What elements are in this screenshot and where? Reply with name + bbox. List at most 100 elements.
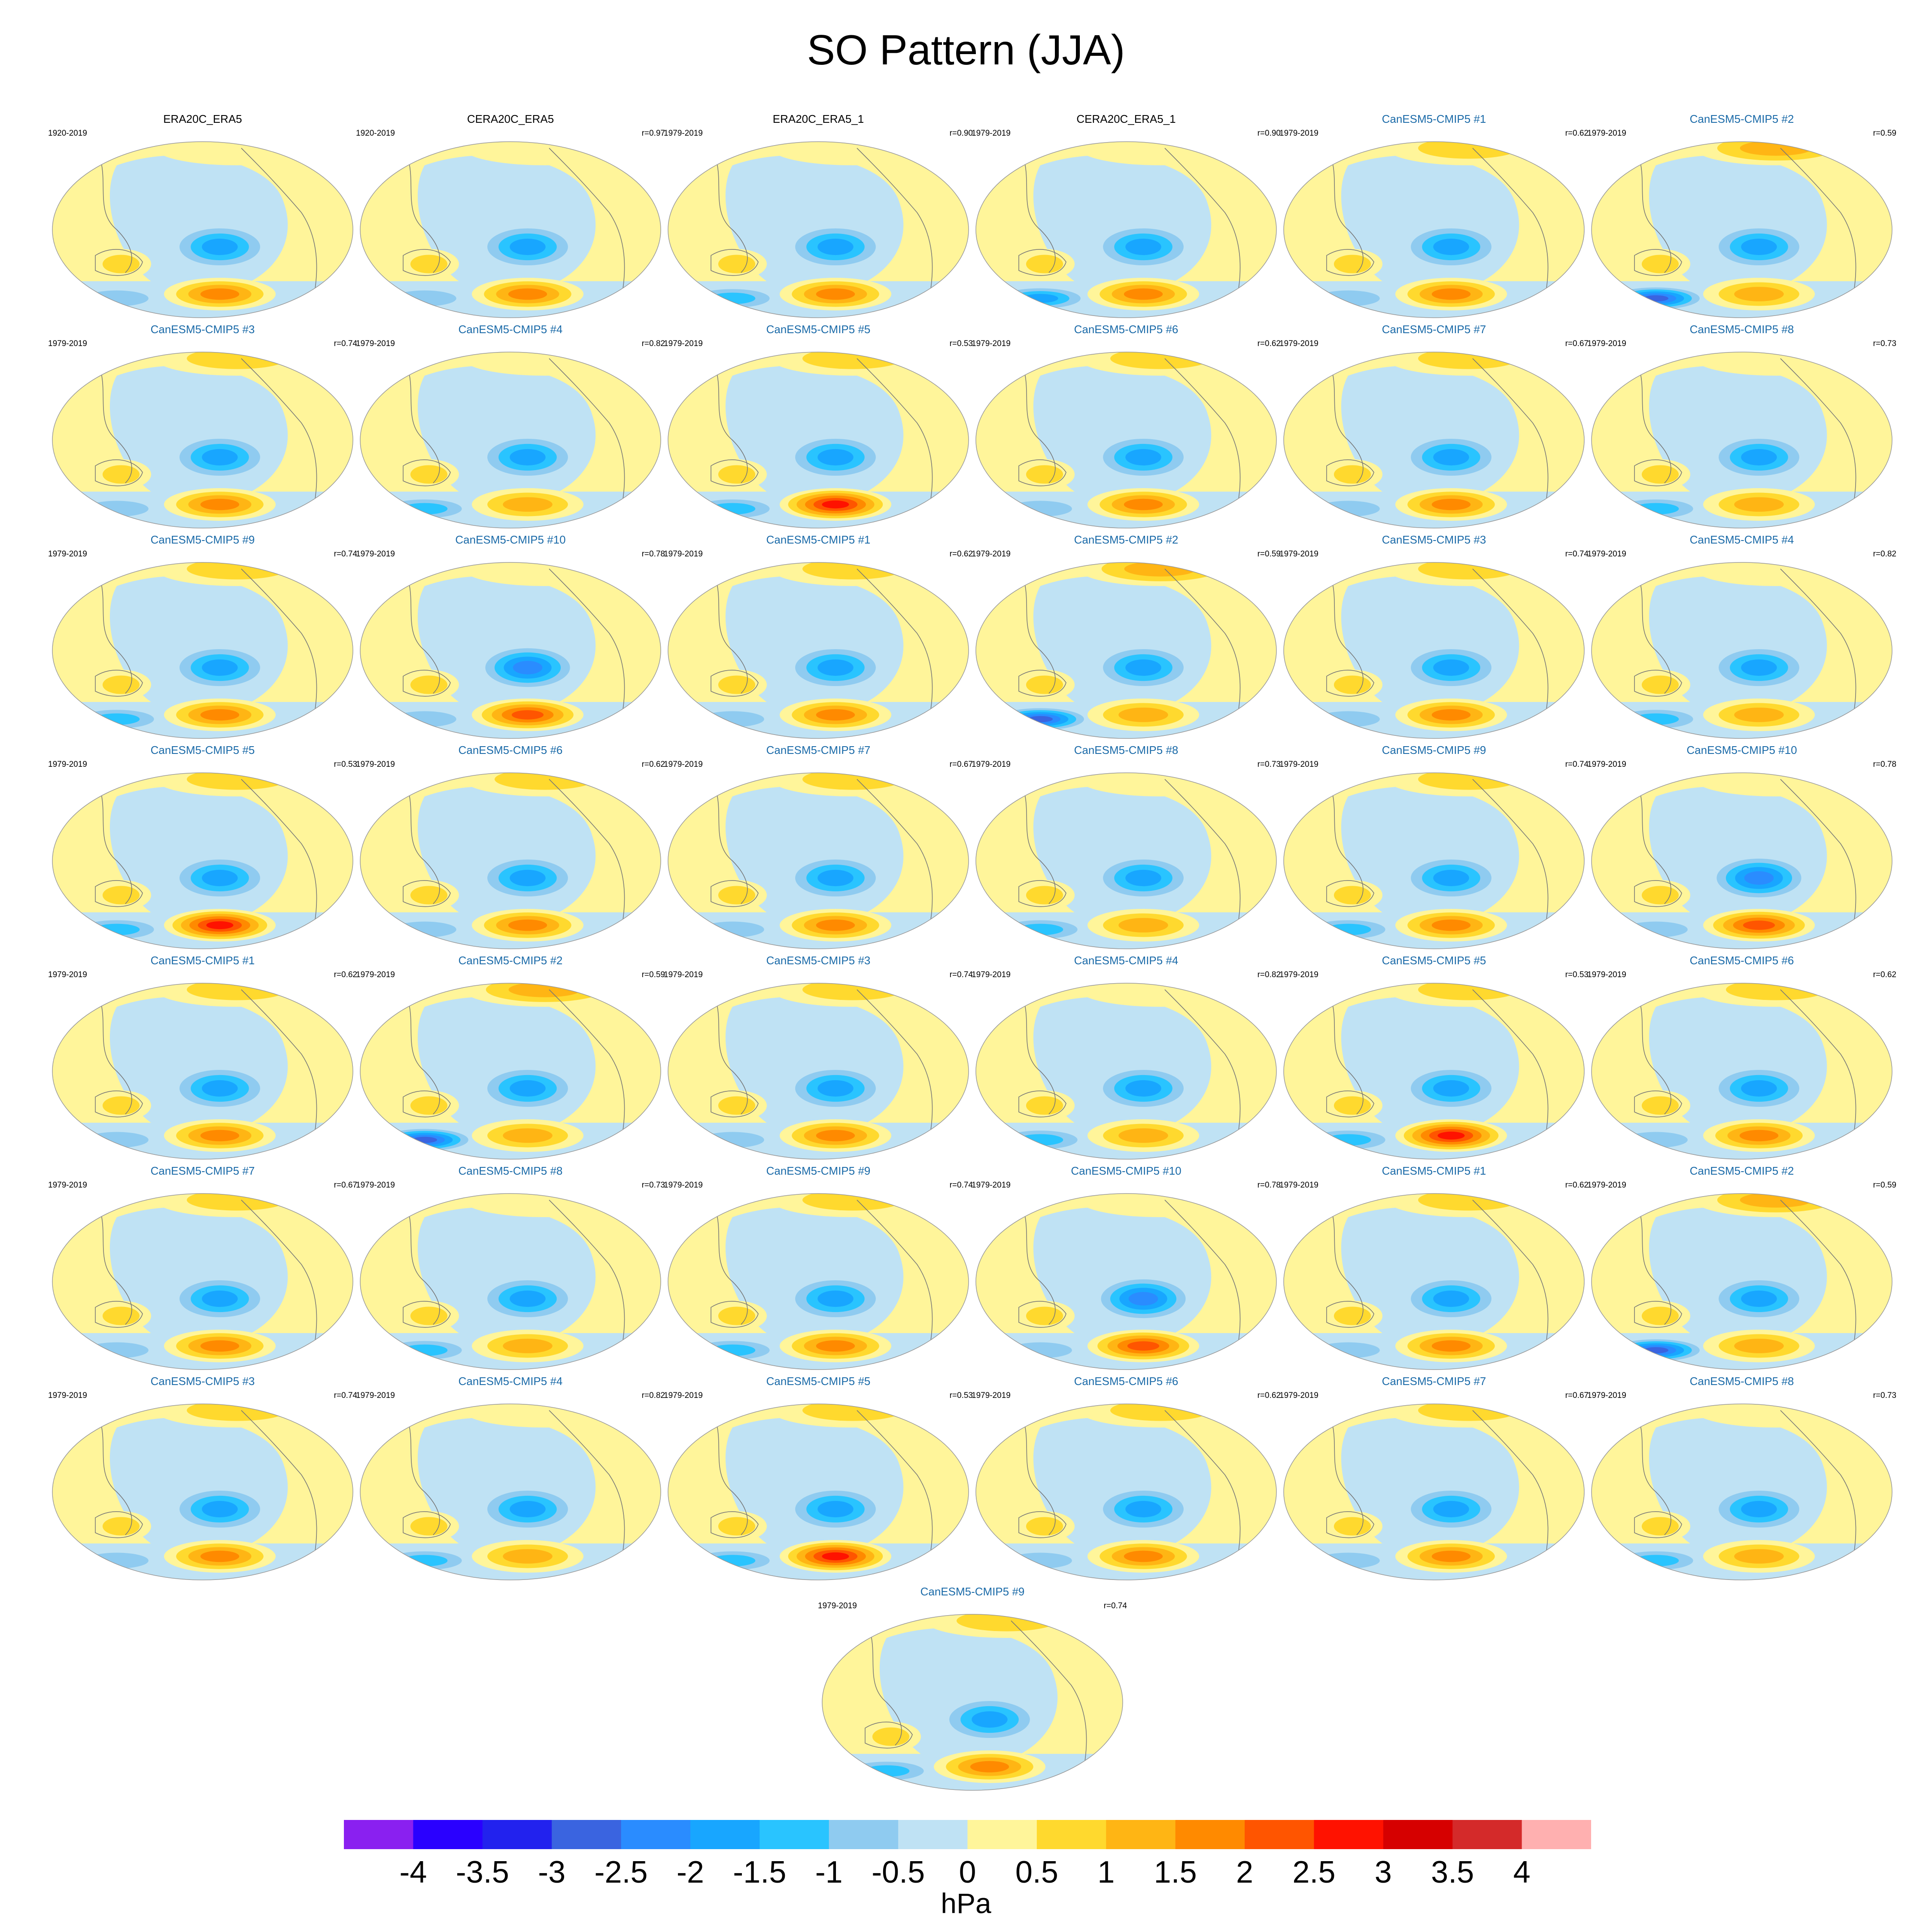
central-negative-anomaly-contour-4 xyxy=(202,869,238,887)
central-negative-anomaly-contour-4 xyxy=(202,1080,238,1097)
panel-correlation: r=0.53 xyxy=(949,1391,973,1400)
panel-correlation: r=0.73 xyxy=(641,1181,665,1190)
panel-correlation: r=0.62 xyxy=(1257,1391,1281,1400)
southern-anomaly-west-contour-2 xyxy=(85,290,149,307)
coastline-0 xyxy=(1638,1419,1671,1535)
arctic-anomaly-contour-2 xyxy=(187,773,287,790)
coastline-1 xyxy=(1164,779,1241,926)
map-border xyxy=(52,772,353,949)
panel-title: ERA20C_ERA5_1 xyxy=(772,112,864,125)
map-border xyxy=(975,1193,1277,1370)
central-negative-anomaly-contour-4 xyxy=(817,1290,854,1307)
australia-positive-anomaly-contour-2 xyxy=(102,886,140,905)
coastline-0 xyxy=(715,998,748,1115)
coastline-0 xyxy=(407,787,440,904)
arctic-anomaly-contour-1 xyxy=(463,562,626,586)
panel-title: CanESM5-CMIP5 #5 xyxy=(150,744,255,756)
panel-correlation: r=0.78 xyxy=(1873,760,1896,769)
panel-period: 1979-2019 xyxy=(1587,970,1626,979)
panel-period: 1979-2019 xyxy=(818,1601,857,1610)
panel-title: CanESM5-CMIP5 #7 xyxy=(1382,323,1486,336)
map-panel: CanESM5-CMIP5 #6 1979-2019 r=0.62 xyxy=(972,318,1281,537)
panel-correlation: r=0.78 xyxy=(641,550,665,559)
south-pacific-positive-anomaly-contour-6 xyxy=(206,921,234,930)
panel-title: CanESM5-CMIP5 #5 xyxy=(766,323,871,336)
panel-correlation: r=0.62 xyxy=(1565,1181,1589,1190)
map-panel: CanESM5-CMIP5 #7 1979-2019 r=0.67 xyxy=(664,738,973,957)
central-negative-anomaly-contour-4 xyxy=(1741,238,1777,255)
coastline-1 xyxy=(241,148,317,295)
southern-anomaly-west-contour-2 xyxy=(393,711,456,727)
coastline-2 xyxy=(1634,1511,1682,1538)
coastline-2 xyxy=(711,1091,759,1118)
panel-correlation: r=0.62 xyxy=(1565,129,1589,138)
panel-period: 1979-2019 xyxy=(48,760,87,769)
south-pacific-positive-anomaly-contour-3 xyxy=(503,1549,553,1564)
panel-title: CanESM5-CMIP5 #2 xyxy=(1689,1164,1794,1177)
map-border xyxy=(668,772,969,949)
central-negative-anomaly-contour-4 xyxy=(1125,869,1161,887)
panel-correlation: r=0.53 xyxy=(949,339,973,348)
panel-correlation: r=0.67 xyxy=(1565,1391,1589,1400)
panel-period: 1979-2019 xyxy=(48,1391,87,1400)
australia-positive-anomaly-contour-2 xyxy=(1641,255,1679,273)
australia-positive-anomaly-contour-2 xyxy=(1026,255,1063,273)
coastline-1 xyxy=(1164,1200,1241,1346)
coastline-2 xyxy=(95,880,143,907)
south-pacific-positive-anomaly-contour-3 xyxy=(1734,1339,1784,1353)
colorbar-unit-label: hPa xyxy=(941,1887,991,1919)
map-panel: CanESM5-CMIP5 #1 1979-2019 r=0.62 xyxy=(1279,1159,1589,1378)
australia-positive-anomaly-contour-2 xyxy=(102,675,140,694)
australia-positive-anomaly-contour-2 xyxy=(410,1096,448,1115)
south-pacific-positive-anomaly-contour-4 xyxy=(508,919,547,931)
coastline-1 xyxy=(241,989,317,1136)
arctic-anomaly-contour-2 xyxy=(802,773,903,790)
map-panel: CanESM5-CMIP5 #8 1979-2019 r=0.73 xyxy=(1587,1370,1896,1589)
arctic-anomaly-contour-2 xyxy=(187,562,287,580)
australia-positive-anomaly-contour-2 xyxy=(1026,465,1063,484)
coastline-2 xyxy=(403,670,451,697)
coastline-0 xyxy=(715,787,748,904)
panel-period: 1979-2019 xyxy=(356,550,395,559)
colorbar-tick-label: 0 xyxy=(959,1855,976,1889)
map-svg xyxy=(975,1403,1277,1580)
panel-title: CERA20C_ERA5_1 xyxy=(1076,112,1176,125)
panel-period: 1979-2019 xyxy=(972,970,1011,979)
australia-positive-anomaly-contour-2 xyxy=(1641,465,1679,484)
coastline-2 xyxy=(95,670,143,697)
panel-correlation: r=0.74 xyxy=(949,1181,973,1190)
australia-positive-anomaly-contour-2 xyxy=(1334,465,1371,484)
australia-positive-anomaly-contour-2 xyxy=(1026,1096,1063,1115)
coastline-1 xyxy=(1780,148,1856,295)
map-svg xyxy=(1591,1403,1893,1580)
panel-title: CanESM5-CMIP5 #6 xyxy=(1689,954,1794,967)
map-svg xyxy=(52,562,353,739)
map-svg xyxy=(52,983,353,1160)
map-panel: CanESM5-CMIP5 #10 1979-2019 r=0.78 xyxy=(972,1159,1281,1378)
map-panel: CanESM5-CMIP5 #1 1979-2019 r=0.62 xyxy=(48,949,357,1168)
map-svg xyxy=(975,562,1277,739)
australia-positive-anomaly-contour-2 xyxy=(410,255,448,273)
coastline-2 xyxy=(1634,459,1682,486)
central-negative-anomaly-contour-4 xyxy=(1433,1501,1469,1518)
coastline-1 xyxy=(1164,989,1241,1136)
map-svg xyxy=(1283,772,1585,949)
panel-title: CanESM5-CMIP5 #2 xyxy=(1689,112,1794,125)
arctic-anomaly-contour-2 xyxy=(187,352,287,369)
panel-period: 1979-2019 xyxy=(1279,970,1318,979)
coastline-0 xyxy=(99,367,132,483)
panel-period: 1979-2019 xyxy=(1279,339,1318,348)
map-svg xyxy=(975,141,1277,318)
map-panel: CanESM5-CMIP5 #2 1979-2019 r=0.59 xyxy=(1587,1159,1896,1378)
arctic-anomaly-contour-2 xyxy=(1110,1404,1211,1421)
panel-title: CanESM5-CMIP5 #9 xyxy=(920,1585,1025,1598)
central-negative-anomaly-contour-4 xyxy=(1433,1290,1469,1307)
panel-title: CanESM5-CMIP5 #6 xyxy=(458,744,563,756)
central-negative-anomaly-contour-4 xyxy=(1433,449,1469,466)
colorbar-tick-label: -3 xyxy=(538,1855,566,1889)
coastline-2 xyxy=(865,1722,913,1749)
south-pacific-positive-anomaly-contour-4 xyxy=(200,288,240,300)
panel-correlation: r=0.73 xyxy=(1257,760,1281,769)
australia-positive-anomaly-contour-2 xyxy=(1334,255,1371,273)
australia-positive-anomaly-contour-2 xyxy=(1026,675,1063,694)
